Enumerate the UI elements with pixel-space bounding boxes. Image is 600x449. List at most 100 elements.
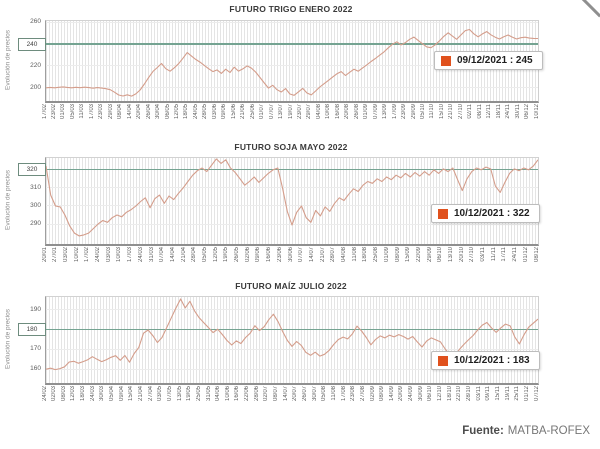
- grid-line-horizontal: [46, 21, 538, 23]
- x-tick-label: 03/02: [62, 247, 69, 263]
- x-tick-label: 17/03: [127, 247, 134, 263]
- source-label: Fuente:: [462, 425, 504, 437]
- x-tick-label: 25/11: [514, 386, 521, 401]
- x-tick-label: 21/07: [319, 247, 326, 263]
- x-tick-label: 03/05: [157, 386, 164, 402]
- x-tick-label: 16/06: [266, 247, 273, 263]
- x-axis-labels: 24/02 02/03 08/03 12/03 18/03 24/03 30/03 05/04…: [42, 385, 540, 419]
- x-tick-label: 28/04: [191, 247, 198, 263]
- x-tick-label: 26/08: [353, 104, 360, 120]
- x-tick-label: 03/06: [211, 104, 218, 120]
- x-tick-label: 23/07: [297, 104, 303, 120]
- y-tick-label: 260: [30, 18, 41, 26]
- x-tick-label: 15/04: [128, 386, 135, 402]
- x-tick-label: 26/05: [234, 247, 240, 263]
- y-tick-label: 160: [30, 365, 41, 373]
- x-tick-label: 03/11: [480, 247, 486, 262]
- x-tick-label: 25/05: [195, 386, 202, 402]
- x-tick-label: 07/07: [298, 247, 305, 263]
- x-tick-label: 23/08: [350, 386, 357, 402]
- price-line: [46, 158, 538, 237]
- x-tick-label: 07/09: [372, 104, 379, 120]
- x-tick-label: 08/09: [379, 386, 386, 402]
- x-tick-label: 12/03: [70, 386, 77, 402]
- x-tick-label: 17/03: [88, 104, 95, 120]
- x-tick-label: 02/03: [51, 386, 58, 402]
- x-tick-label: 13/10: [447, 247, 454, 263]
- x-tick-label: 30/06: [287, 247, 294, 263]
- grid-line-horizontal: [46, 368, 538, 370]
- legend-box: 09/12/2021 : 245: [434, 51, 543, 70]
- x-tick-label: 08/03: [60, 386, 67, 402]
- x-tick-label: 14/04: [126, 104, 133, 120]
- x-tick-label: 01/09: [363, 104, 370, 120]
- x-tick-label: 23/09: [401, 104, 407, 120]
- x-tick-label: 03/03: [105, 247, 112, 263]
- x-tick-label: 29/03: [107, 104, 114, 120]
- x-tick-label: 01/12: [522, 247, 529, 263]
- x-tick-label: 29/09: [426, 247, 433, 263]
- legend-label: 09/12/2021 : 245: [457, 55, 533, 66]
- x-tick-label: 14/04: [169, 247, 176, 263]
- grid-line-horizontal: [46, 309, 538, 311]
- x-tick-label: 06/05: [164, 104, 171, 120]
- x-tick-label: 24/05: [192, 104, 199, 120]
- y-tick-label: 300: [30, 201, 41, 209]
- x-tick-label: 30/11: [514, 104, 521, 119]
- x-tick-label: 31/03: [148, 247, 155, 263]
- chart-title: FUTURO MAÍZ JULIO 2022: [235, 281, 347, 291]
- x-tick-label: 29/07: [306, 104, 313, 120]
- x-tick-label: 15/09: [405, 247, 412, 263]
- x-tick-label: 30/07: [311, 386, 318, 402]
- y-tick-label: 310: [30, 183, 41, 191]
- x-tick-label: 05/08: [321, 386, 328, 402]
- x-tick-label: 28/07: [330, 247, 337, 263]
- x-tick-label: 21/04: [138, 386, 144, 402]
- x-tick-label: 15/10: [438, 104, 445, 120]
- x-tick-label: 27/08: [359, 386, 366, 402]
- legend-box: 10/12/2021 : 183: [431, 351, 540, 370]
- x-tick-label: 08/07: [273, 386, 279, 402]
- x-tick-label: 13/09: [382, 104, 389, 120]
- x-tick-label: 17/02: [41, 104, 48, 120]
- grid-line-horizontal: [46, 348, 538, 350]
- price-line-svg: [46, 298, 538, 371]
- x-tick-label: 18/10: [446, 386, 453, 402]
- x-tick-label: 01/12: [523, 386, 530, 402]
- x-tick-label: 28/05: [202, 104, 209, 120]
- x-tick-label: 05/04: [109, 386, 115, 402]
- x-tick-label: 10/06: [224, 386, 231, 402]
- grid-line-horizontal: [46, 187, 538, 189]
- x-tick-label: 21/10: [448, 104, 455, 120]
- legend-swatch-icon: [438, 355, 448, 366]
- reference-line: [46, 169, 538, 171]
- x-tick-label: 02/06: [244, 247, 251, 263]
- x-tick-label: 07/12: [533, 386, 540, 402]
- x-tick-label: 04/08: [341, 247, 347, 263]
- x-tick-label: 12/05: [212, 247, 219, 263]
- x-tick-label: 02/07: [263, 386, 270, 402]
- x-tick-label: 19/11: [504, 386, 511, 401]
- x-tick-label: 22/10: [456, 386, 463, 402]
- x-tick-label: 09/06: [221, 104, 228, 120]
- x-tick-label: 15/11: [494, 386, 501, 401]
- x-tick-label: 20/09: [398, 386, 405, 402]
- chart-title: FUTURO SOJA MAYO 2022: [234, 142, 348, 152]
- x-tick-label: 14/07: [282, 386, 289, 402]
- y-axis-title-text: Evolución de precios: [4, 309, 12, 369]
- legend-label: 10/12/2021 : 183: [454, 355, 530, 366]
- reference-value-box: 240: [18, 37, 46, 51]
- x-tick-label: 06/10: [437, 247, 444, 263]
- x-axis-labels: 17/02 23/02 01/03 05/03 11/03 17/03 23/03 29/03…: [41, 103, 540, 137]
- x-tick-label: 14/07: [308, 247, 315, 263]
- x-tick-label: 23/02: [51, 104, 57, 120]
- x-tick-label: 09/04: [118, 386, 125, 402]
- x-tick-label: 04/08: [315, 104, 322, 120]
- x-tick-label: 01/07: [259, 104, 266, 120]
- x-tick-label: 17/09: [391, 104, 398, 120]
- x-tick-label: 30/04: [155, 104, 161, 120]
- x-tick-label: 20/04: [136, 104, 143, 120]
- x-tick-label: 25/06: [249, 104, 256, 120]
- x-tick-label: 24/03: [89, 386, 96, 402]
